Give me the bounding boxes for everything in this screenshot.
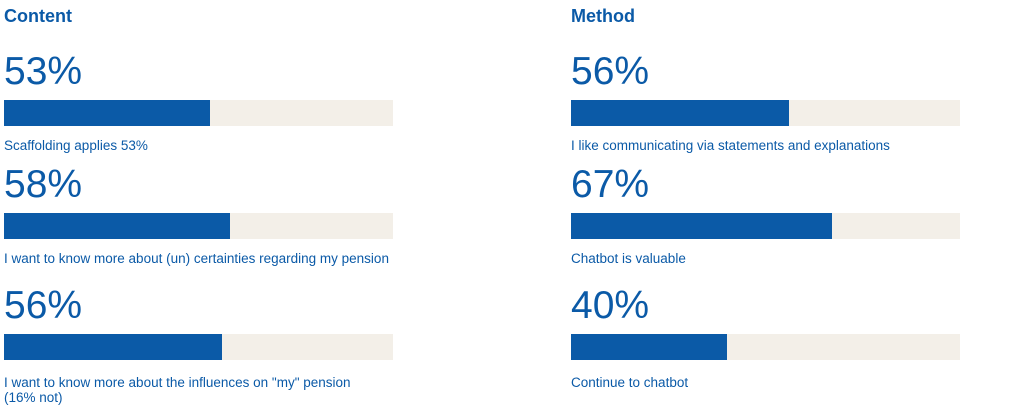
percent-label: 58%	[4, 163, 83, 206]
progress-track	[4, 100, 393, 126]
percent-label: 53%	[4, 50, 83, 93]
content-title: Content	[4, 6, 72, 26]
percent-label: 67%	[571, 163, 650, 206]
metric-caption: I want to know more about the influences…	[4, 375, 351, 405]
metric-caption: I want to know more about (un) certainti…	[4, 251, 389, 266]
progress-fill	[571, 213, 832, 239]
progress-fill	[4, 334, 222, 360]
percent-label: 56%	[571, 50, 650, 93]
progress-track	[571, 334, 960, 360]
progress-track	[4, 213, 393, 239]
progress-track	[571, 100, 960, 126]
progress-track	[571, 213, 960, 239]
method-title: Method	[571, 6, 635, 26]
metric-caption: I like communicating via statements and …	[571, 138, 890, 153]
metric-caption: Scaffolding applies 53%	[4, 138, 148, 153]
percent-label: 56%	[4, 284, 83, 327]
progress-fill	[571, 334, 727, 360]
progress-fill	[4, 100, 211, 126]
progress-track	[4, 334, 393, 360]
progress-fill	[571, 100, 789, 126]
percent-label: 40%	[571, 284, 650, 327]
progress-fill	[4, 213, 230, 239]
metric-caption: Continue to chatbot	[571, 375, 689, 390]
metric-caption: Chatbot is valuable	[571, 251, 686, 266]
